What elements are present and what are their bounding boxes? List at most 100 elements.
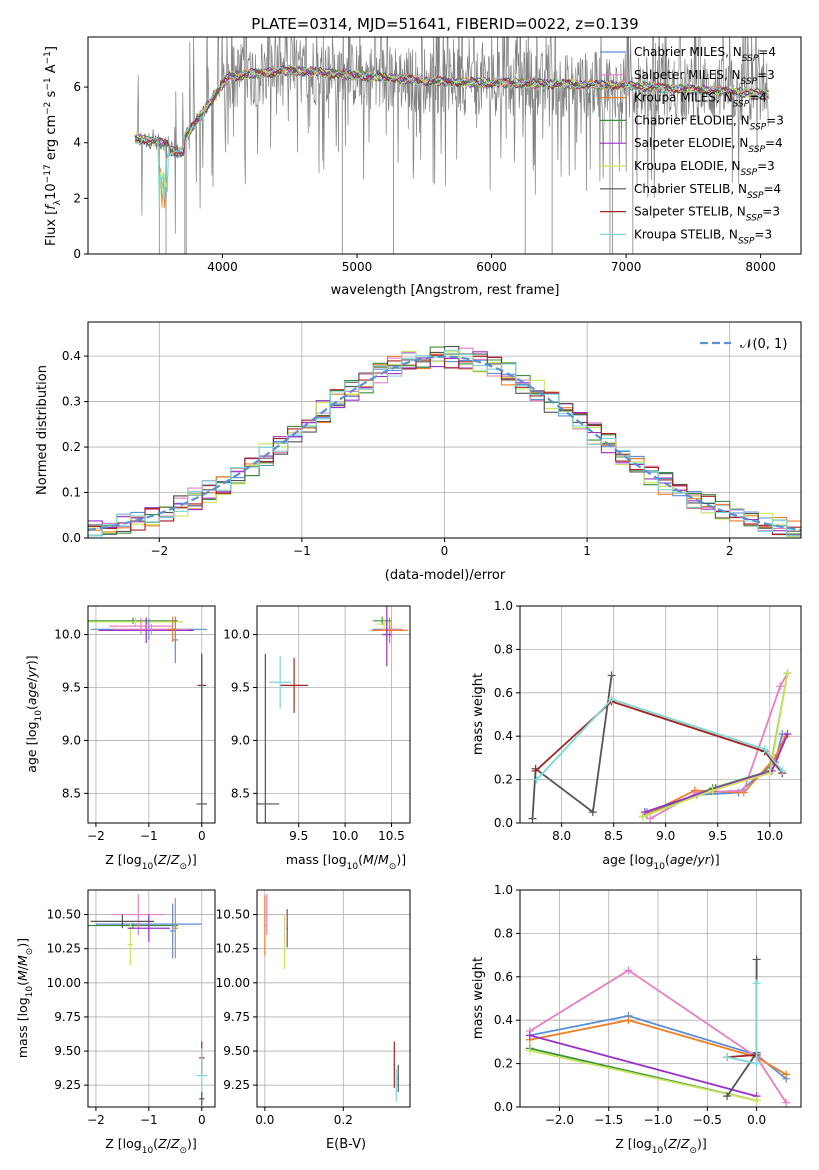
y-axis-label: mass [log10(M/M⊙)] <box>15 938 35 1058</box>
label-part: )] <box>396 852 406 867</box>
y-tick-label: 10.00 <box>216 976 250 990</box>
label-part: log <box>633 1136 652 1151</box>
series-marker <box>778 766 787 775</box>
legend-entry: Kroupa STELIB, NSSP=3 <box>634 227 772 246</box>
weight-age-axes: 8.0 8.5 9.0 9.5 10.0 0.0 0.2 0.4 0.6 0.8 1.0 <box>494 599 802 843</box>
y-tick-label: 0.2 <box>494 1057 513 1071</box>
legend-part: SSP <box>741 77 758 87</box>
label-part: log <box>634 852 653 867</box>
label-part: / <box>167 1136 172 1151</box>
y-tick-label: 0.3 <box>62 395 81 409</box>
series-marker <box>752 955 761 964</box>
x-tick-label: 10.0 <box>756 829 783 843</box>
series-marker <box>607 671 616 680</box>
model-line <box>134 66 769 153</box>
legend-entry: Kroupa ELODIE, NSSP=3 <box>634 159 775 178</box>
legend-part: Kroupa STELIB, N <box>634 227 738 241</box>
series-marker <box>532 775 541 784</box>
label-part: )] <box>24 655 39 665</box>
label-part: )] <box>187 852 197 867</box>
label-part: ⊙ <box>179 862 187 872</box>
x-axis-label: age [log10(age/yr)] <box>602 852 719 872</box>
legend-part: Salpeter STELIB, N <box>634 205 746 219</box>
x-tick-label: 0 <box>198 829 206 843</box>
label-part: −2 <box>43 102 53 115</box>
label-part: / <box>374 852 379 867</box>
series-marker <box>776 682 785 691</box>
y-axis-label: Normed distribution <box>35 365 50 495</box>
x-tick-label: −2 <box>150 544 168 558</box>
label-part: age [ <box>24 741 39 773</box>
series-line <box>529 1019 787 1076</box>
y-tick-label: 0.8 <box>494 642 513 656</box>
spectrum-axes: 4000 5000 6000 7000 8000 0 2 4 6 <box>73 36 802 274</box>
legend-part: =4 <box>758 45 776 59</box>
legend-part: SSP <box>733 100 750 110</box>
legend-part: =3 <box>766 113 784 127</box>
legend-part: Kroupa MILES, N <box>634 91 733 105</box>
y-tick-label: 9.25 <box>54 1078 81 1092</box>
legend-part: SSP <box>742 54 759 64</box>
label-part: log <box>123 852 142 867</box>
x-tick-label: 10.5 <box>378 829 405 843</box>
x-tick-label: 9.0 <box>656 829 675 843</box>
y-tick-label: 9.50 <box>223 1044 250 1058</box>
y-tick-label: 1.0 <box>494 883 513 897</box>
histogram-axes: −2 −1 0 1 2 0.0 0.1 0.2 0.3 0.4 <box>62 321 802 558</box>
axes-frame <box>519 605 802 824</box>
y-tick-label: 0.0 <box>494 1100 513 1114</box>
x-tick-label: 6000 <box>476 260 507 274</box>
series-marker <box>638 812 647 821</box>
legend-part: Chabrier MILES, N <box>634 45 742 59</box>
label-part: M <box>15 970 30 981</box>
label-part: )] <box>187 1136 197 1151</box>
label-part: 10 <box>142 862 154 872</box>
legend-part: Chabrier ELODIE, N <box>634 113 750 127</box>
label-part: ⊙ <box>25 948 35 956</box>
y-tick-label: 0.4 <box>494 1013 513 1027</box>
series-marker <box>607 695 616 704</box>
label-part: M <box>15 955 30 966</box>
label-part: age [ <box>602 852 634 867</box>
y-tick-label: 8.5 <box>62 786 81 800</box>
model-line <box>134 65 770 158</box>
y-tick-label: 0.0 <box>62 531 81 545</box>
series-line <box>529 969 787 1104</box>
x-tick-label: 9.5 <box>289 829 308 843</box>
x-tick-label: −1 <box>140 1113 158 1127</box>
y-tick-label: 6 <box>73 80 81 94</box>
y-tick-label: 9.25 <box>223 1078 250 1092</box>
y-tick-label: 0.8 <box>494 926 513 940</box>
label-part: ( <box>358 852 363 867</box>
label-part: log <box>24 721 39 740</box>
y-tick-label: 9.75 <box>54 1010 81 1024</box>
y-tick-label: 2 <box>73 191 81 205</box>
y-tick-label: 8.5 <box>231 786 250 800</box>
series-marker <box>531 766 540 775</box>
legend-part: Salpeter MILES, N <box>634 68 741 82</box>
legend-part: SSP <box>748 145 765 155</box>
axes-frame <box>87 889 216 1108</box>
x-tick-label: 5000 <box>342 260 373 274</box>
x-tick-label: 9.5 <box>708 829 727 843</box>
series-line <box>536 698 783 781</box>
series-line <box>644 733 789 813</box>
y-tick-label: 10.50 <box>47 908 81 922</box>
series-marker <box>525 1031 534 1040</box>
series-marker <box>723 1092 732 1101</box>
series-marker <box>708 786 717 795</box>
x-tick-label: 8.0 <box>552 829 571 843</box>
series-marker <box>723 1053 732 1062</box>
label-part: M <box>363 852 374 867</box>
x-tick-label: 8000 <box>745 260 776 274</box>
x-tick-label: 0.0 <box>747 1113 766 1127</box>
y-tick-label: 4 <box>73 136 81 150</box>
label-part: Flux [ <box>44 210 59 246</box>
y-tick-label: 0.1 <box>62 486 81 500</box>
y-tick-label: 0.0 <box>494 816 513 830</box>
label-part: Z <box>667 1136 677 1151</box>
series-marker <box>528 814 537 823</box>
legend-part: =3 <box>754 227 772 241</box>
label-part: 10 <box>34 710 44 722</box>
